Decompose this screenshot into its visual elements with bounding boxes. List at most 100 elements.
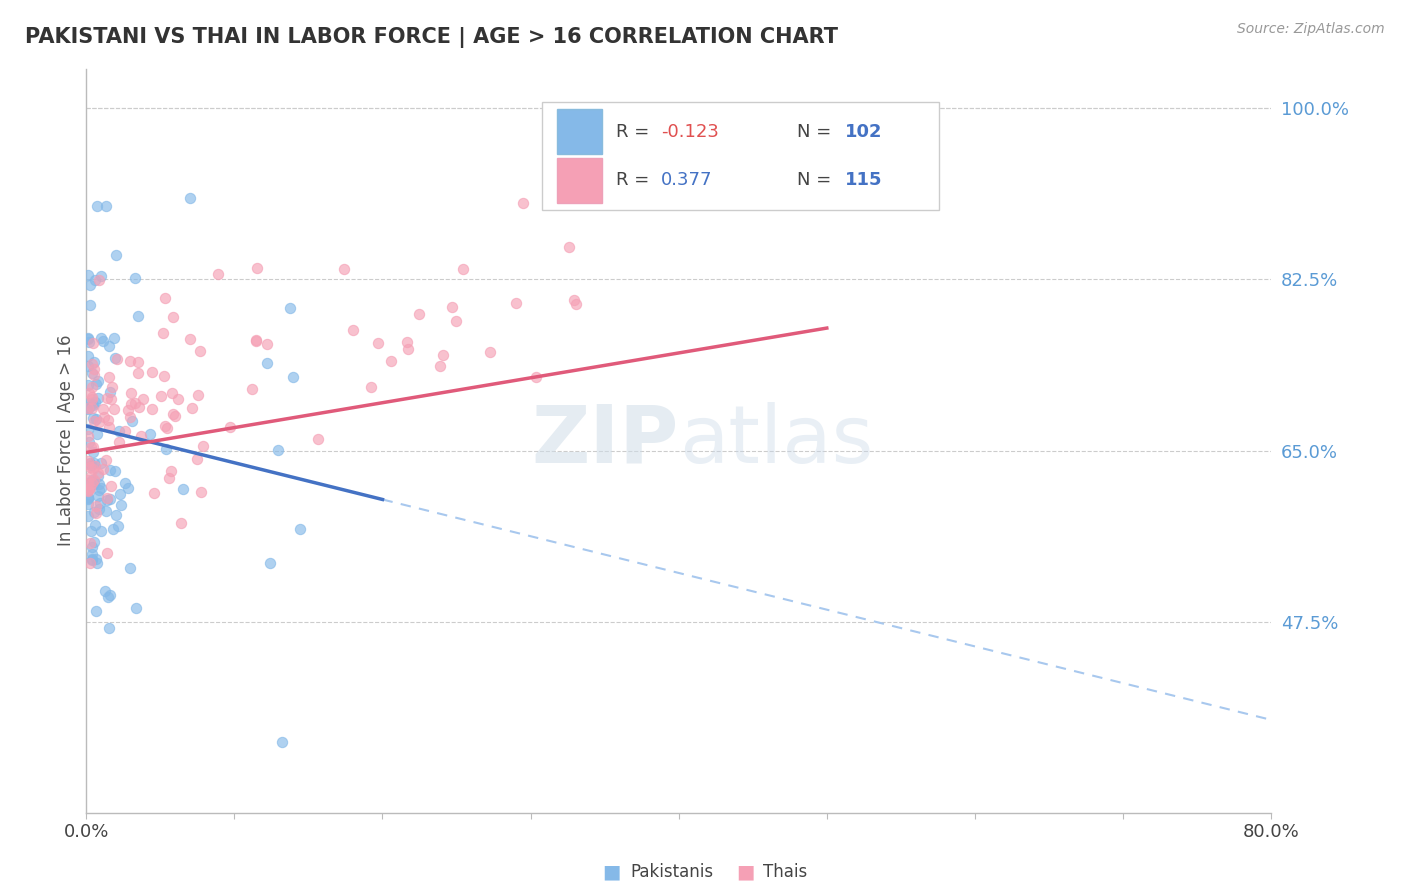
Point: [76, 331, 98, 345]
Point: [86, 469, 108, 483]
Point: [83, 456, 105, 470]
Point: [86, 199, 108, 213]
Point: [93, 583, 115, 598]
Point: [451, 262, 474, 277]
Point: [87, 374, 110, 388]
Point: [91, 401, 114, 416]
Point: [101, 522, 124, 536]
Point: [80, 358, 103, 372]
Point: [162, 407, 184, 421]
Point: [432, 348, 454, 362]
Point: [160, 385, 183, 400]
Point: [90, 268, 112, 283]
Point: [121, 414, 143, 428]
Point: [153, 368, 176, 383]
Point: [80, 392, 103, 406]
Point: [82, 440, 104, 454]
Point: [98, 621, 121, 635]
Point: [256, 337, 278, 351]
Point: [77, 422, 100, 436]
Point: [84, 604, 107, 618]
Point: [79, 277, 101, 292]
Point: [82, 552, 104, 566]
Point: [80, 401, 103, 416]
Point: [76, 401, 98, 415]
Point: [84, 273, 107, 287]
Point: [181, 401, 204, 415]
Point: [259, 556, 281, 570]
Point: [162, 310, 184, 325]
Text: ■: ■: [735, 863, 755, 882]
Point: [108, 435, 131, 450]
Point: [83, 505, 105, 519]
Point: [219, 420, 242, 434]
Point: [160, 464, 183, 478]
Text: R =: R =: [616, 123, 655, 141]
Point: [150, 389, 173, 403]
Point: [76, 491, 98, 505]
Text: Thais: Thais: [763, 863, 807, 881]
Point: [281, 369, 304, 384]
Point: [96, 413, 118, 427]
Point: [80, 469, 103, 483]
Point: [117, 403, 139, 417]
Point: [104, 248, 127, 262]
Point: [98, 369, 121, 384]
Point: [84, 394, 107, 409]
Point: [155, 442, 177, 457]
Point: [83, 368, 105, 383]
Point: [207, 267, 229, 281]
Point: [82, 462, 104, 476]
Point: [79, 482, 101, 496]
Point: [79, 456, 101, 470]
Point: [156, 421, 179, 435]
Point: [98, 339, 121, 353]
Point: [97, 590, 120, 604]
Point: [446, 314, 468, 328]
Text: N =: N =: [797, 171, 837, 189]
Point: [76, 483, 98, 498]
Point: [94, 199, 117, 213]
Point: [79, 460, 101, 475]
Text: -0.123: -0.123: [661, 123, 718, 141]
Point: [83, 414, 105, 428]
Point: [557, 239, 579, 253]
Point: [266, 443, 288, 458]
Point: [127, 366, 149, 380]
Point: [98, 492, 121, 507]
Point: [246, 261, 269, 276]
Point: [408, 307, 430, 321]
Text: 0.377: 0.377: [661, 171, 713, 189]
Point: [79, 395, 101, 409]
Point: [429, 359, 451, 374]
Point: [76, 491, 98, 506]
Point: [79, 556, 101, 570]
Point: [121, 386, 143, 401]
Point: [83, 534, 105, 549]
Point: [100, 462, 122, 476]
Point: [91, 334, 114, 349]
Point: [179, 191, 201, 205]
Point: [76, 483, 98, 497]
FancyBboxPatch shape: [557, 158, 602, 202]
Point: [367, 335, 389, 350]
Point: [179, 332, 201, 346]
Point: [505, 296, 527, 310]
Point: [125, 601, 148, 615]
Point: [103, 331, 125, 345]
Point: [114, 424, 136, 438]
Point: [565, 297, 588, 311]
Point: [79, 524, 101, 538]
Point: [76, 429, 98, 443]
Point: [114, 475, 136, 490]
Point: [82, 379, 104, 393]
Point: [108, 487, 131, 501]
Text: 102: 102: [845, 123, 882, 141]
Point: [79, 434, 101, 449]
Point: [186, 451, 208, 466]
Point: [79, 440, 101, 454]
Point: [87, 392, 110, 406]
Point: [271, 735, 294, 749]
Point: [84, 458, 107, 473]
Point: [76, 457, 98, 471]
